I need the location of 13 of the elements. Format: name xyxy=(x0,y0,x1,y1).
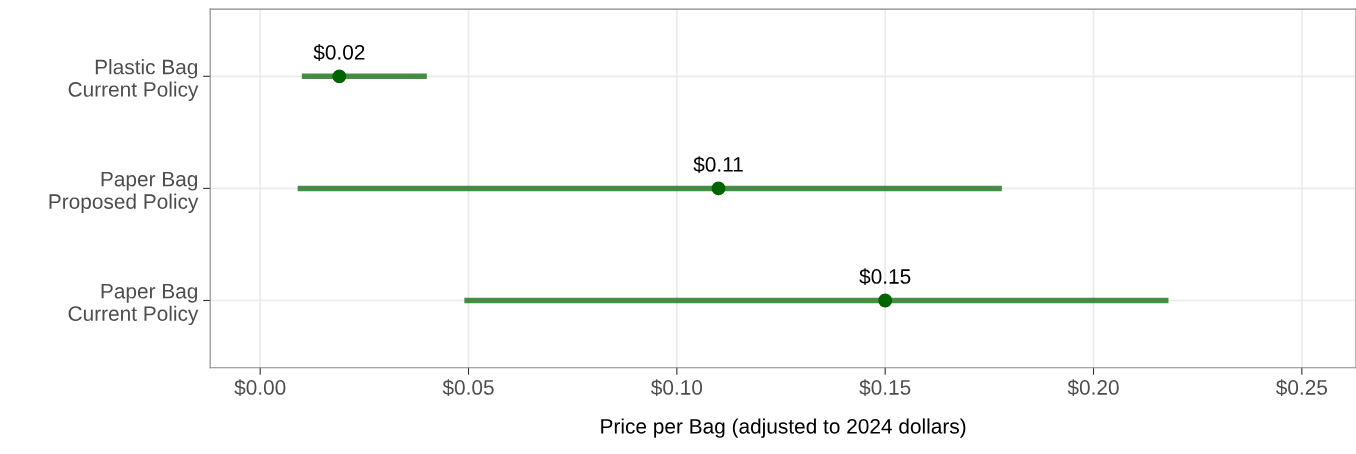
data-label: $0.02 xyxy=(313,44,365,61)
x-tick-label: $0.20 xyxy=(1067,379,1119,397)
x-tick-label: $0.25 xyxy=(1275,379,1328,397)
data-label: $0.15 xyxy=(859,268,911,286)
y-tick-label: Paper Bag Proposed Policy xyxy=(49,171,199,214)
x-axis-title: Price per Bag (adjusted to 2024 dollars) xyxy=(601,418,966,438)
x-tick-label: $0.15 xyxy=(859,379,911,397)
x-tick-label: $0.05 xyxy=(442,379,494,397)
data-label: $0.11 xyxy=(693,156,743,174)
x-tick-label: $0.10 xyxy=(651,379,703,397)
x-tick-label: $0.00 xyxy=(234,379,286,397)
y-tick-label: Paper Bag Current Policy xyxy=(68,284,199,326)
y-tick-label: Plastic Bag Current Policy xyxy=(68,59,199,101)
